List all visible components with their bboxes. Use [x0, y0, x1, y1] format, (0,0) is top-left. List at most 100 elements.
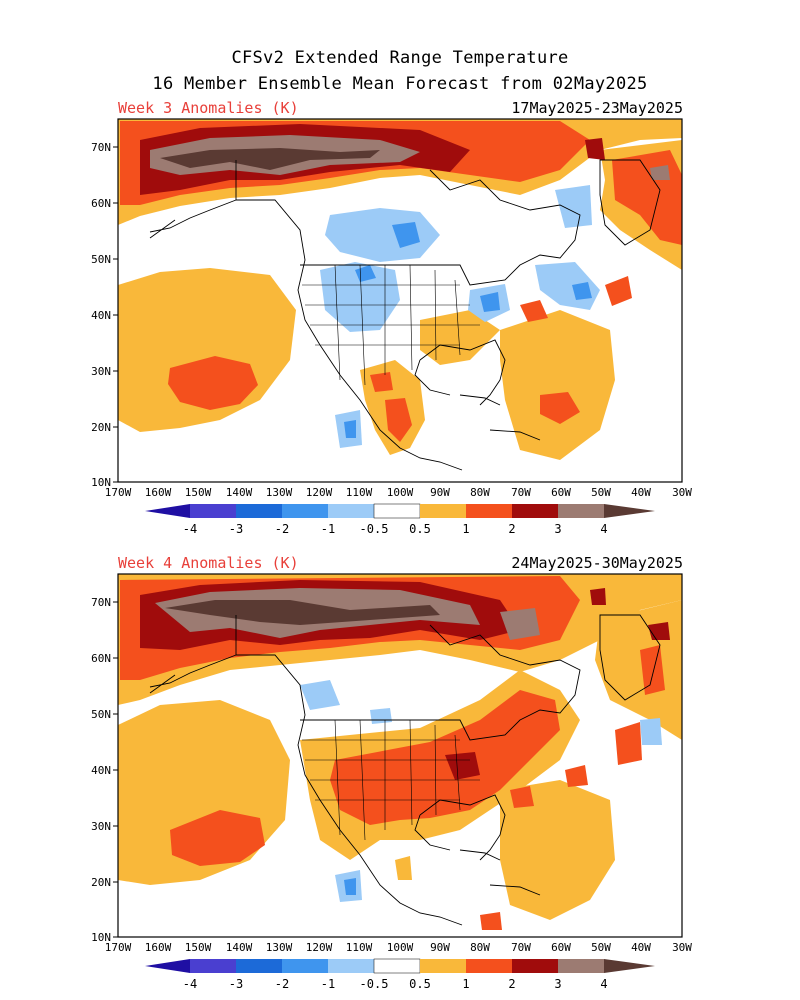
colorbar-tick-label: 4	[600, 977, 607, 991]
colorbar-tick-label: 1	[462, 522, 469, 536]
colorbar-swatch	[145, 959, 190, 973]
colorbar-tick-label: -3	[229, 977, 243, 991]
colorbar-swatch	[420, 959, 466, 973]
colorbar-tick-label: -2	[275, 522, 289, 536]
week4-lat-label: 30N	[91, 820, 111, 833]
colorbar-swatch	[373, 503, 421, 519]
week4-lat-label: 60N	[91, 652, 111, 665]
week3-lat-label: 30N	[91, 365, 111, 378]
colorbar-tick-label: -0.5	[360, 977, 389, 991]
week3-lon-label: 40W	[631, 486, 651, 499]
colorbar-tick-label: 4	[600, 522, 607, 536]
week3-lon-label: 130W	[266, 486, 293, 499]
week4-lon-label: 130W	[266, 941, 293, 954]
colorbar-swatch	[420, 504, 466, 518]
week4-lon-label: 60W	[551, 941, 571, 954]
week3-lat-label: 10N	[91, 476, 111, 489]
week3-lat-label: 20N	[91, 421, 111, 434]
week3-lon-label: 150W	[185, 486, 212, 499]
colorbar-tick-label: -1	[321, 977, 335, 991]
week4-map-frame	[117, 573, 683, 938]
week4-lon-label: 160W	[145, 941, 172, 954]
colorbar-swatch	[190, 959, 236, 973]
week4-lon-label: 70W	[511, 941, 531, 954]
week4-lon-label: 80W	[470, 941, 490, 954]
colorbar-tick-label: 0.5	[409, 522, 431, 536]
week4-lat-label: 50N	[91, 708, 111, 721]
week4-lon-label: 170W	[105, 941, 132, 954]
chart-title-line2: 16 Member Ensemble Mean Forecast from 02…	[152, 74, 648, 94]
week3-lon-label: 100W	[387, 486, 414, 499]
week3-axis-ticks	[113, 146, 118, 483]
week4-lon-label: 90W	[430, 941, 450, 954]
week4-axis-ticks	[113, 601, 118, 938]
colorbar-tick-label: 0.5	[409, 977, 431, 991]
week3-anomaly-fill	[118, 119, 682, 460]
colorbar-swatch	[558, 959, 604, 973]
colorbar-swatch	[604, 959, 655, 973]
week3-state-borders	[302, 264, 480, 386]
week4-lon-label: 50W	[591, 941, 611, 954]
week3-lon-label: 110W	[346, 486, 373, 499]
colorbar-swatch	[466, 959, 512, 973]
week3-lon-label: 140W	[226, 486, 253, 499]
week4-map: 70N 60N 50N 40N 30N 20N 10N 170W 160W 15…	[91, 573, 692, 954]
colorbar-swatch	[328, 959, 374, 973]
week4-lon-label: 140W	[226, 941, 253, 954]
colorbar-swatch	[190, 504, 236, 518]
week4-panel-label: Week 4 Anomalies (K)	[118, 554, 299, 572]
week4-lat-label: 20N	[91, 876, 111, 889]
week3-map-frame	[117, 118, 683, 483]
week3-lat-label: 60N	[91, 197, 111, 210]
week4-lat-label: 70N	[91, 596, 111, 609]
week4-lat-label: 10N	[91, 931, 111, 944]
colorbar-tick-label: 3	[554, 522, 561, 536]
colorbar-swatch	[328, 504, 374, 518]
colorbar-tick-label: 2	[508, 977, 515, 991]
week3-lon-label: 170W	[105, 486, 132, 499]
colorbar-swatch	[466, 504, 512, 518]
week3-lon-label: 60W	[551, 486, 571, 499]
week3-lon-label: 80W	[470, 486, 490, 499]
colorbar-tick-label: -4	[183, 522, 197, 536]
colorbar-swatch	[145, 504, 190, 518]
week4-lon-label: 100W	[387, 941, 414, 954]
week4-lon-label: 40W	[631, 941, 651, 954]
week3-lon-label: 90W	[430, 486, 450, 499]
week3-lon-label: 50W	[591, 486, 611, 499]
colorbar-tick-label: -2	[275, 977, 289, 991]
week3-lat-label: 40N	[91, 309, 111, 322]
colorbar-tick-label: 2	[508, 522, 515, 536]
colorbar-swatch	[604, 504, 655, 518]
week3-lat-label: 50N	[91, 253, 111, 266]
week3-lon-label: 160W	[145, 486, 172, 499]
week3-lon-label: 70W	[511, 486, 531, 499]
colorbar-tick-label: -3	[229, 522, 243, 536]
colorbar-swatch	[512, 959, 558, 973]
colorbar-tick-label: -0.5	[360, 522, 389, 536]
week3-date-range: 17May2025-23May2025	[511, 99, 683, 117]
colorbar-swatch	[236, 504, 282, 518]
week4-lon-label: 30W	[672, 941, 692, 954]
week3-lon-label: 30W	[672, 486, 692, 499]
week4-state-borders	[302, 719, 480, 841]
week4-lon-label: 120W	[306, 941, 333, 954]
colorbar-swatch	[512, 504, 558, 518]
week4-colorbar: -4 -3 -2 -1 -0.5 0.5 1 2 3 4	[145, 958, 655, 991]
week3-panel-label: Week 3 Anomalies (K)	[118, 99, 299, 117]
week4-lon-label: 110W	[346, 941, 373, 954]
week3-lon-label: 120W	[306, 486, 333, 499]
colorbar-tick-label: -4	[183, 977, 197, 991]
week3-lat-label: 70N	[91, 141, 111, 154]
colorbar-swatch	[373, 958, 421, 974]
colorbar-swatch	[282, 959, 328, 973]
colorbar-tick-label: 3	[554, 977, 561, 991]
week4-lon-label: 150W	[185, 941, 212, 954]
colorbar-swatch	[236, 959, 282, 973]
week4-date-range: 24May2025-30May2025	[511, 554, 683, 572]
colorbar-tick-label: -1	[321, 522, 335, 536]
week3-colorbar: -4 -3 -2 -1 -0.5 0.5 1 2 3 4	[145, 503, 655, 536]
chart-title-line1: CFSv2 Extended Range Temperature	[231, 48, 569, 68]
week3-map: 70N 60N 50N 40N 30N 20N 10N 170W 160W 15…	[91, 118, 692, 499]
